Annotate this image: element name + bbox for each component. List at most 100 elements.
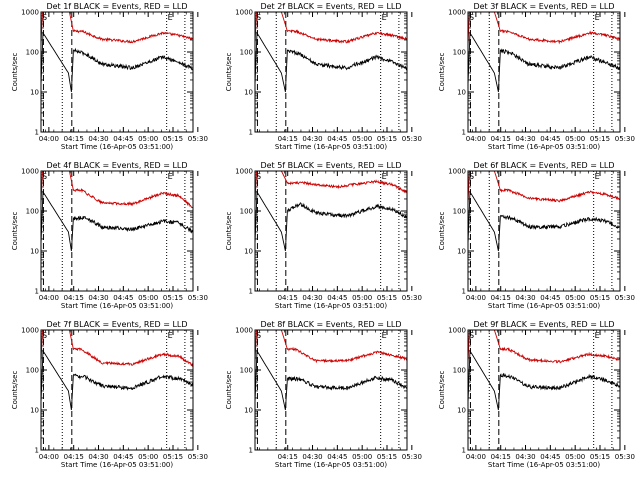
events-series-line xyxy=(468,31,620,93)
x-tick-label: 05:15 xyxy=(163,294,183,302)
y-tick-label: 100 xyxy=(240,367,253,375)
y-tick-label: 10 xyxy=(457,248,466,256)
panel-title: Det 1f BLACK = Events, RED = LLD xyxy=(46,2,187,11)
x-tick-label: 05:00 xyxy=(565,294,585,302)
plot-frame xyxy=(467,329,621,451)
marker-s: S xyxy=(469,13,474,22)
panel-det-7: Det 7f BLACK = Events, RED = LLD 1 10 100 10… xyxy=(11,320,208,469)
x-tick-label: 04:15 xyxy=(491,135,511,143)
y-axis-label: Counts/sec xyxy=(438,212,446,251)
y-tick-label: 100 xyxy=(240,49,253,57)
y-tick-label: 10 xyxy=(30,248,39,256)
x-tick-label: 05:30 xyxy=(402,135,422,143)
x-tick-label: 04:45 xyxy=(327,294,347,302)
y-tick-label: 1 xyxy=(35,129,39,137)
lld-series-line xyxy=(255,171,407,205)
x-tick-label: 05:30 xyxy=(188,294,208,302)
marker-e: E xyxy=(595,331,600,340)
panel-title: Det 5f BLACK = Events, RED = LLD xyxy=(260,161,401,170)
events-series-line xyxy=(468,349,620,411)
x-axis-label: Start Time (16-Apr-05 03:51:00) xyxy=(61,461,173,469)
x-tick-label: 04:45 xyxy=(113,294,133,302)
y-tick-label: 100 xyxy=(453,367,466,375)
x-tick-label: 04:45 xyxy=(327,453,347,461)
plot-frame xyxy=(40,329,194,451)
y-tick-label: 1000 xyxy=(448,168,466,176)
y-tick-label: 1000 xyxy=(235,327,253,335)
panel-det-2: Det 2f BLACK = Events, RED = LLD 1 10 100 10… xyxy=(225,2,422,151)
x-tick-label: 05:00 xyxy=(352,453,372,461)
x-tick-label: 05:15 xyxy=(377,453,397,461)
x-tick-label: 04:45 xyxy=(113,135,133,143)
x-tick-label: 04:30 xyxy=(88,294,108,302)
panel-title: Det 9f BLACK = Events, RED = LLD xyxy=(473,320,614,329)
y-axis-label: Counts/sec xyxy=(11,53,19,92)
y-tick-label: 1000 xyxy=(235,9,253,17)
panel-det-3: Det 3f BLACK = Events, RED = LLD 1 10 100 10… xyxy=(438,2,635,151)
x-axis-label: Start Time (16-Apr-05 03:51:00) xyxy=(61,143,173,151)
y-axis-label: Counts/sec xyxy=(225,371,233,410)
events-series-line xyxy=(255,349,407,411)
x-tick-label: 04:00 xyxy=(466,453,486,461)
events-series-line xyxy=(41,349,193,411)
events-series-line xyxy=(468,190,620,252)
panel-title: Det 8f BLACK = Events, RED = LLD xyxy=(260,320,401,329)
lld-series-line xyxy=(468,171,620,205)
x-tick-label: 04:45 xyxy=(540,135,560,143)
x-tick-label: 04:45 xyxy=(113,453,133,461)
x-tick-label: 04:45 xyxy=(540,453,560,461)
x-tick-label: 05:30 xyxy=(615,294,635,302)
marker-e: E xyxy=(168,13,173,22)
panel-title: Det 7f BLACK = Events, RED = LLD xyxy=(46,320,187,329)
x-tick-label: 05:30 xyxy=(188,453,208,461)
events-series-line xyxy=(41,31,193,93)
x-tick-label: 04:30 xyxy=(515,135,535,143)
marker-s: S xyxy=(42,172,47,181)
x-tick-label: 05:00 xyxy=(138,294,158,302)
y-axis-label: Counts/sec xyxy=(438,371,446,410)
x-tick-label: 05:30 xyxy=(402,294,422,302)
marker-e: E xyxy=(382,172,387,181)
x-tick-label: 05:00 xyxy=(352,135,372,143)
y-tick-label: 1 xyxy=(462,288,466,296)
x-tick-label: 05:30 xyxy=(188,135,208,143)
lld-series-line xyxy=(255,12,407,46)
y-tick-label: 100 xyxy=(453,49,466,57)
marker-e: E xyxy=(382,13,387,22)
y-tick-label: 1 xyxy=(249,447,253,455)
x-tick-label: 05:30 xyxy=(615,453,635,461)
y-tick-label: 1000 xyxy=(448,327,466,335)
plot-frame xyxy=(40,170,194,292)
panel-det-1: Det 1f BLACK = Events, RED = LLD 1 10 100 10… xyxy=(11,2,208,151)
x-tick-label: 05:15 xyxy=(163,453,183,461)
panel-det-8: Det 8f BLACK = Events, RED = LLD 1 10 100 10… xyxy=(225,320,422,469)
marker-s: S xyxy=(469,331,474,340)
x-tick-label: 05:00 xyxy=(138,453,158,461)
x-tick-label: 05:15 xyxy=(590,135,610,143)
marker-e: E xyxy=(595,13,600,22)
plot-frame xyxy=(467,11,621,133)
y-tick-label: 100 xyxy=(26,367,39,375)
x-tick-label: 04:15 xyxy=(278,453,298,461)
x-axis-label: Start Time (16-Apr-05 03:51:00) xyxy=(488,302,600,310)
x-tick-label: 04:15 xyxy=(278,135,298,143)
y-tick-label: 10 xyxy=(457,407,466,415)
x-tick-label: 04:15 xyxy=(64,453,84,461)
lld-series-line xyxy=(255,330,407,364)
x-tick-label: 05:00 xyxy=(565,453,585,461)
panel-title: Det 3f BLACK = Events, RED = LLD xyxy=(473,2,614,11)
marker-e: E xyxy=(382,331,387,340)
marker-s: S xyxy=(256,13,261,22)
events-series-line xyxy=(41,190,193,252)
x-tick-label: 04:15 xyxy=(64,135,84,143)
x-tick-label: 05:00 xyxy=(138,135,158,143)
x-tick-label: 04:15 xyxy=(64,294,84,302)
x-axis-label: Start Time (16-Apr-05 03:51:00) xyxy=(488,143,600,151)
x-axis-label: Start Time (16-Apr-05 03:51:00) xyxy=(61,302,173,310)
x-tick-label: 05:15 xyxy=(590,453,610,461)
x-tick-label: 04:30 xyxy=(515,294,535,302)
y-tick-label: 10 xyxy=(457,89,466,97)
y-tick-label: 1000 xyxy=(448,9,466,17)
y-tick-label: 10 xyxy=(244,407,253,415)
x-tick-label: 04:00 xyxy=(39,453,59,461)
